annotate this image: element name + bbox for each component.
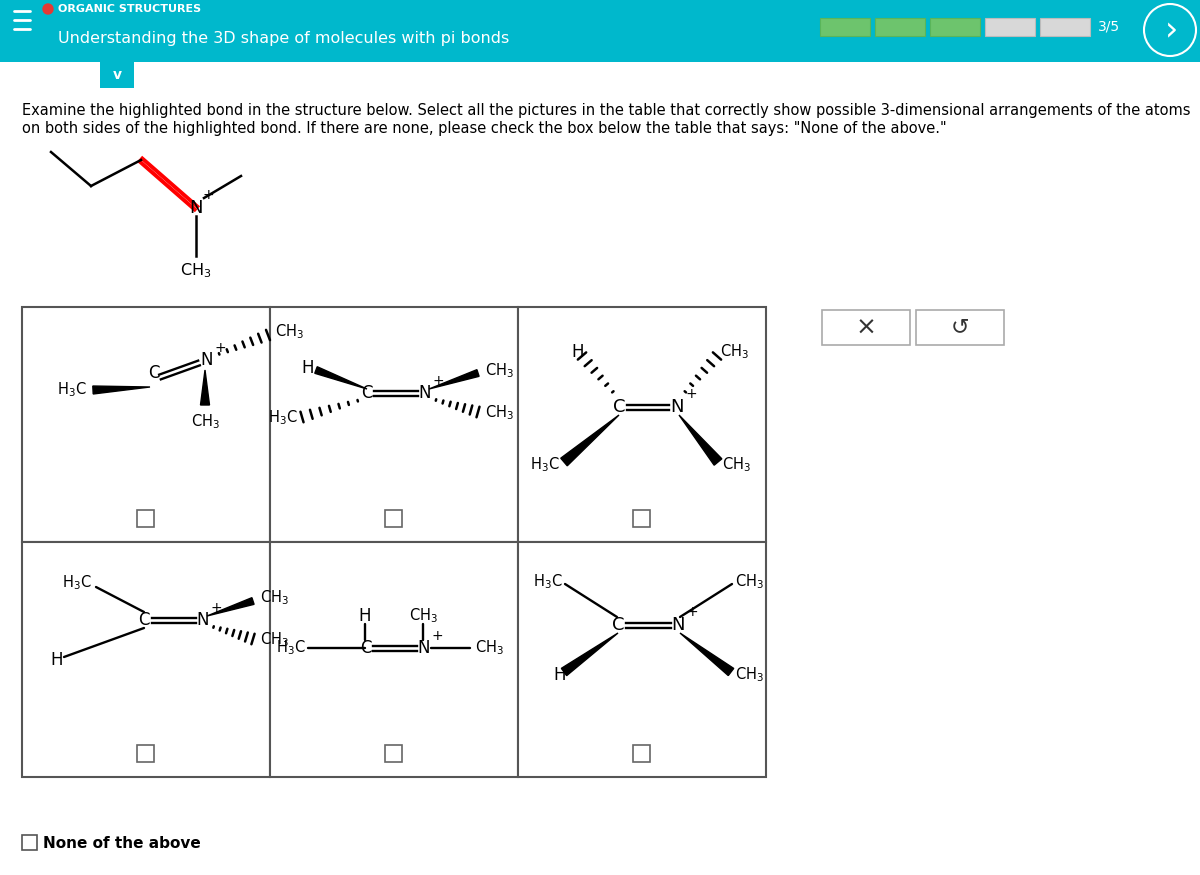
Text: CH$_3$: CH$_3$ xyxy=(180,262,211,280)
Bar xyxy=(518,307,766,542)
Text: +: + xyxy=(202,188,214,202)
Text: H$_3$C: H$_3$C xyxy=(269,409,298,427)
Circle shape xyxy=(43,4,53,14)
Text: 3/5: 3/5 xyxy=(1098,20,1120,34)
Polygon shape xyxy=(430,369,479,389)
Text: ORGANIC STRUCTURES: ORGANIC STRUCTURES xyxy=(58,4,202,14)
Text: +: + xyxy=(214,341,226,355)
Text: H: H xyxy=(553,666,566,684)
Text: CH$_3$: CH$_3$ xyxy=(734,666,764,684)
Text: Understanding the 3D shape of molecules with pi bonds: Understanding the 3D shape of molecules … xyxy=(58,31,509,46)
Text: CH$_3$: CH$_3$ xyxy=(722,456,751,474)
Bar xyxy=(820,18,870,36)
Text: C: C xyxy=(613,398,625,416)
Bar xyxy=(875,18,925,36)
Polygon shape xyxy=(200,370,210,405)
Text: CH$_3$: CH$_3$ xyxy=(485,403,514,423)
Bar xyxy=(22,835,37,850)
Text: CH$_3$: CH$_3$ xyxy=(720,343,749,361)
Text: +: + xyxy=(432,374,444,388)
Text: H: H xyxy=(359,607,371,625)
Polygon shape xyxy=(680,633,733,676)
Text: C: C xyxy=(149,364,160,382)
Text: N: N xyxy=(418,639,431,657)
Text: CH$_3$: CH$_3$ xyxy=(475,639,504,657)
Bar xyxy=(822,310,910,345)
Bar xyxy=(1040,18,1090,36)
Text: CH$_3$: CH$_3$ xyxy=(408,606,438,626)
Text: N: N xyxy=(671,616,685,634)
Polygon shape xyxy=(560,415,619,466)
Bar xyxy=(385,745,402,762)
Text: C: C xyxy=(360,639,372,657)
Bar xyxy=(270,307,518,542)
Bar xyxy=(385,510,402,527)
Text: C: C xyxy=(138,611,150,629)
Polygon shape xyxy=(208,598,254,616)
Polygon shape xyxy=(92,386,150,394)
Bar xyxy=(137,745,154,762)
Text: +: + xyxy=(686,605,698,619)
Text: H: H xyxy=(50,651,64,669)
Bar xyxy=(22,542,270,777)
Bar xyxy=(930,18,980,36)
Polygon shape xyxy=(562,633,618,676)
Text: ×: × xyxy=(856,316,876,340)
Bar xyxy=(985,18,1034,36)
Text: CH$_3$: CH$_3$ xyxy=(275,323,304,341)
Text: H: H xyxy=(301,359,314,377)
Text: N: N xyxy=(671,398,684,416)
Bar xyxy=(137,510,154,527)
Bar xyxy=(0,0,1200,62)
Text: +: + xyxy=(431,629,443,643)
Text: H$_3$C: H$_3$C xyxy=(58,381,88,399)
Text: CH$_3$: CH$_3$ xyxy=(260,631,289,649)
Bar xyxy=(100,62,134,88)
Bar xyxy=(916,310,1004,345)
Text: H$_3$C: H$_3$C xyxy=(62,574,91,592)
Circle shape xyxy=(1144,4,1196,56)
Text: H$_3$C: H$_3$C xyxy=(530,456,560,474)
Bar xyxy=(270,542,518,777)
Text: N: N xyxy=(197,611,209,629)
Text: N: N xyxy=(419,384,431,402)
Text: +: + xyxy=(685,387,697,401)
Bar xyxy=(634,510,650,527)
Text: N: N xyxy=(200,351,214,369)
Bar xyxy=(22,307,270,542)
Polygon shape xyxy=(314,367,367,389)
Text: N: N xyxy=(190,199,203,217)
Text: C: C xyxy=(361,384,373,402)
Text: None of the above: None of the above xyxy=(43,836,200,850)
Text: on both sides of the highlighted bond. If there are none, please check the box b: on both sides of the highlighted bond. I… xyxy=(22,121,947,136)
Text: Examine the highlighted bond in the structure below. Select all the pictures in : Examine the highlighted bond in the stru… xyxy=(22,103,1190,118)
Text: H: H xyxy=(571,343,584,361)
Text: CH$_3$: CH$_3$ xyxy=(734,572,764,592)
Text: CH$_3$: CH$_3$ xyxy=(485,361,514,381)
Text: ›: › xyxy=(1165,15,1178,47)
Polygon shape xyxy=(679,415,722,466)
Text: +: + xyxy=(210,601,222,615)
Text: H$_3$C: H$_3$C xyxy=(533,572,563,592)
Text: H$_3$C: H$_3$C xyxy=(276,639,306,657)
Text: ↺: ↺ xyxy=(950,318,970,338)
Bar xyxy=(634,745,650,762)
Text: CH$_3$: CH$_3$ xyxy=(260,589,289,607)
Text: CH$_3$: CH$_3$ xyxy=(191,413,220,431)
Bar xyxy=(518,542,766,777)
Text: v: v xyxy=(113,68,121,82)
Text: C: C xyxy=(612,616,624,634)
